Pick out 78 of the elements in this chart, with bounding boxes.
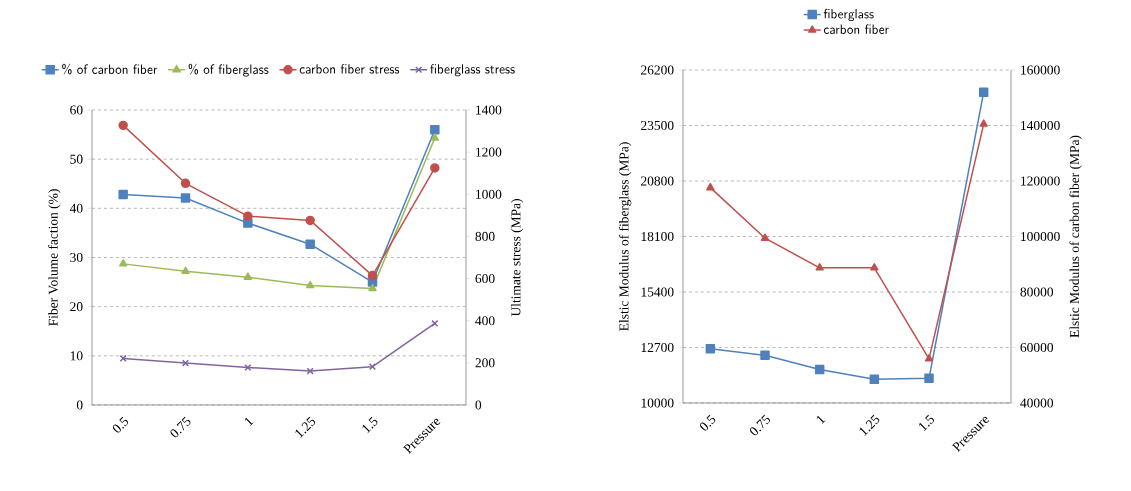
y2-tick-label: 200: [475, 358, 495, 368]
legend-label: carbon fiber: [823, 24, 889, 34]
legend-label: % of carbon fiber: [62, 63, 158, 75]
point: [180, 178, 191, 189]
y2-tick-label: 40000: [1020, 398, 1054, 408]
y-tick-label: 20: [70, 302, 83, 312]
y-tick-label: 12700: [641, 342, 674, 353]
point: [305, 280, 315, 289]
y-tick-label: 15400: [641, 287, 674, 297]
y-tick-label: 23500: [641, 120, 674, 131]
legend-label: % of fiberglass: [188, 63, 269, 77]
x-tick-label: 1.5: [918, 414, 934, 432]
point: [760, 233, 770, 241]
point: [430, 163, 440, 173]
y-tick-label: 10: [70, 351, 83, 361]
y2-tick-label: 600: [475, 274, 495, 284]
point: [181, 266, 190, 274]
x-tick-label: 0.75: [749, 414, 770, 436]
y2-axis-title: Ultimate stress (MPa): [511, 199, 524, 317]
point: [180, 193, 191, 203]
x-tick-label: 0.5: [700, 414, 716, 431]
y2-tick-label: 60000: [1020, 342, 1054, 353]
y2-tick-label: 0: [475, 400, 482, 410]
point: [243, 272, 253, 280]
x-tick-label: 1.5: [362, 416, 378, 434]
point: [430, 124, 440, 135]
x-tick-label: 1: [816, 415, 826, 425]
y-tick-label: 20800: [641, 176, 674, 186]
point: [924, 373, 934, 384]
point: [118, 189, 128, 200]
y2-tick-label: 1200: [476, 147, 502, 157]
legend-label: fiberglass: [823, 8, 874, 22]
y-tick-label: 18100: [641, 231, 674, 242]
x-tick-label: 0.5: [112, 416, 129, 433]
point: [305, 239, 315, 249]
point: [118, 120, 128, 131]
x-tick-label: 1.25: [859, 414, 880, 436]
x-tick-label: 1.25: [295, 416, 316, 438]
point: [979, 119, 988, 127]
y-tick-label: 30: [70, 252, 83, 263]
x-tick-label: 0.75: [170, 416, 191, 438]
point: [705, 343, 716, 354]
y-tick-label: 50: [70, 154, 83, 164]
point: [924, 354, 934, 362]
y2-tick-label: 800: [475, 231, 495, 241]
y-tick-label: 10000: [641, 398, 674, 408]
point: [181, 359, 190, 367]
point: [870, 263, 879, 271]
y2-tick-label: 160000: [1021, 65, 1060, 75]
point: [367, 270, 378, 281]
y-axis-title: Elstic Modulus of fiberglass (MPa): [618, 142, 632, 331]
legend-label: carbon fiber stress: [299, 64, 400, 74]
point: [118, 259, 128, 267]
point: [706, 182, 715, 191]
y2-tick-label: 400: [475, 316, 495, 326]
y2-tick-label: 80000: [1020, 287, 1054, 297]
y2-tick-label: 120000: [1021, 176, 1060, 186]
point: [430, 133, 440, 141]
y-tick-label: 26200: [641, 65, 674, 75]
y2-tick-label: 100000: [1021, 231, 1060, 242]
y2-axis-title: Elstic Modulus of carbon fiber (MPa): [1069, 135, 1082, 338]
y-tick-label: 60: [70, 105, 83, 115]
y2-tick-label: 1000: [476, 189, 502, 199]
point: [305, 215, 315, 226]
legend-label: fiberglass stress: [430, 64, 515, 77]
point: [243, 211, 253, 221]
x-tick-label: 1: [244, 417, 254, 427]
point: [815, 263, 824, 271]
y2-tick-label: 1400: [476, 105, 502, 115]
point: [978, 87, 989, 97]
y2-tick-label: 140000: [1021, 120, 1060, 131]
y-tick-label: 40: [69, 203, 83, 213]
point: [368, 283, 377, 292]
point: [869, 374, 880, 385]
y-axis-title: Fiber Volume faction (%): [48, 189, 61, 326]
point: [760, 350, 770, 361]
point: [814, 364, 825, 375]
y-tick-label: 0: [76, 400, 83, 410]
